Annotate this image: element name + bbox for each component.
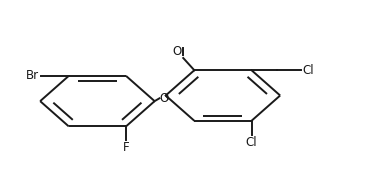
Text: F: F (123, 141, 129, 154)
Text: O: O (173, 45, 182, 58)
Text: Br: Br (26, 69, 39, 82)
Text: Cl: Cl (246, 136, 257, 149)
Text: Cl: Cl (303, 64, 314, 77)
Text: O: O (159, 92, 169, 105)
